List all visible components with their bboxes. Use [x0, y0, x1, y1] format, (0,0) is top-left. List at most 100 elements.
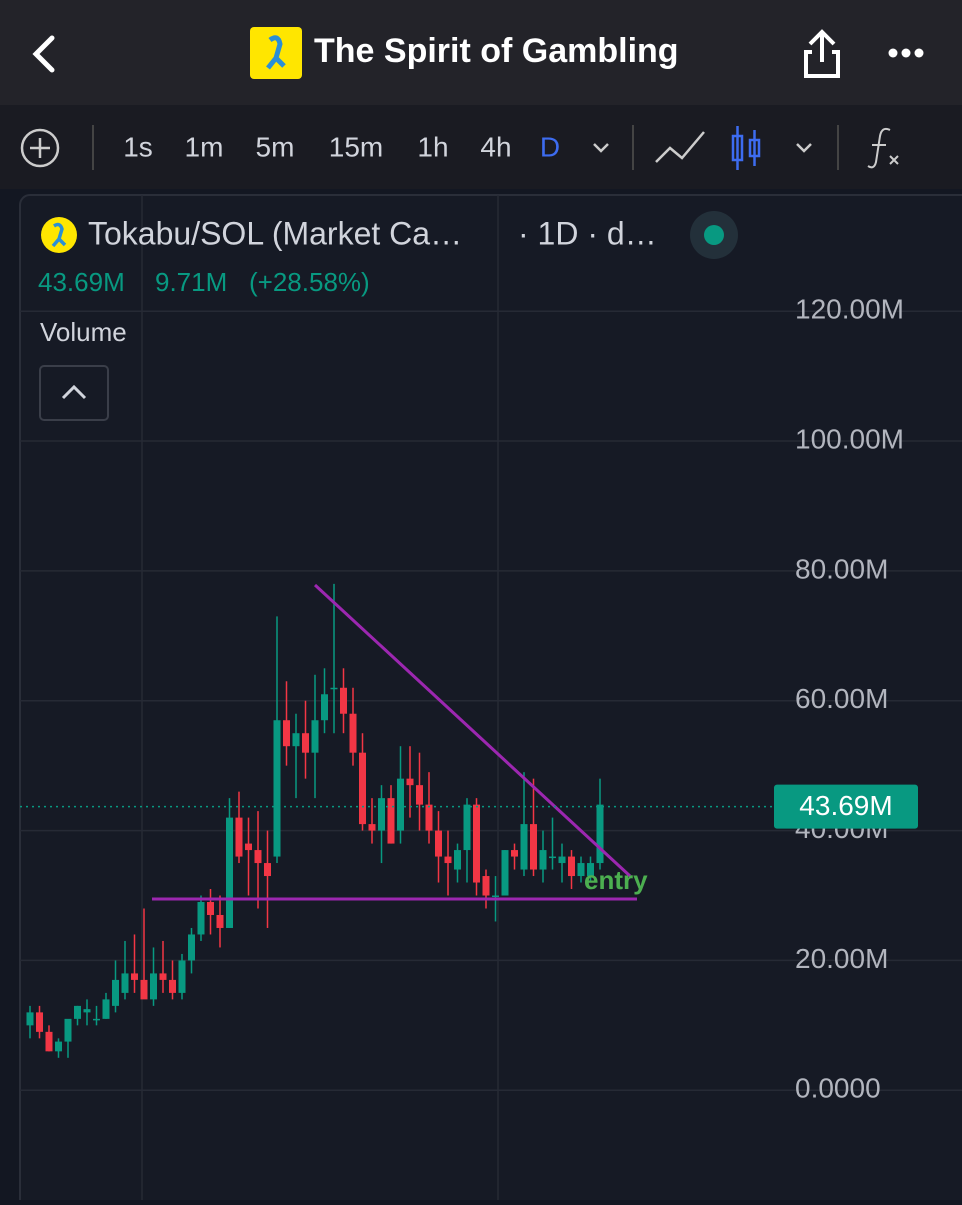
candle-body: [558, 856, 566, 864]
volume-label: Volume: [40, 317, 127, 347]
interval-button[interactable]: 1s: [123, 131, 153, 162]
candle-body: [378, 798, 385, 831]
candle-body: [520, 824, 528, 870]
logo-figure: [266, 35, 286, 70]
candle-body: [254, 850, 262, 864]
candle-body: [359, 752, 366, 825]
interval-button[interactable]: D: [540, 131, 560, 162]
y-tick-label: 80.00M: [795, 553, 888, 584]
candle-body: [226, 817, 233, 928]
y-tick-label: 60.00M: [795, 683, 888, 714]
candle-body: [454, 850, 461, 870]
candle-body: [416, 785, 423, 805]
candle-body: [93, 1018, 100, 1021]
candle-body: [245, 843, 252, 851]
candle-body: [131, 973, 138, 980]
indicators-button[interactable]: [867, 127, 899, 169]
interval-button[interactable]: 1m: [185, 131, 224, 162]
add-icon: [30, 138, 50, 158]
candle-body: [387, 798, 395, 844]
y-tick-label: 0.0000: [795, 1073, 881, 1104]
app-title: The Spirit of Gambling: [314, 32, 679, 70]
candle-body: [349, 713, 357, 753]
trend-line: [313, 583, 632, 878]
top-bar: [0, 0, 962, 105]
price-label: 43.69M: [799, 790, 892, 821]
change-percent: (+28.58%): [249, 267, 370, 297]
candle-body: [368, 824, 376, 831]
candle-body: [463, 804, 471, 851]
candle-body: [330, 687, 338, 690]
candle-body: [150, 973, 157, 1000]
interval-button[interactable]: 4h: [480, 131, 511, 162]
y-tick-label: 120.00M: [795, 294, 904, 325]
price-marker: 43.69M: [20, 784, 918, 829]
chart-type-dropdown[interactable]: [796, 143, 812, 153]
interval-button[interactable]: 5m: [256, 131, 295, 162]
candle-body: [112, 979, 119, 1006]
change-value: 9.71M: [155, 267, 227, 297]
interval-button[interactable]: 15m: [329, 131, 383, 162]
candle-body: [55, 1041, 62, 1052]
candle-body: [568, 856, 575, 877]
line-chart-button[interactable]: [655, 131, 705, 163]
y-tick-label: 20.00M: [795, 943, 888, 974]
candle-body: [140, 979, 148, 1000]
candle-body: [64, 1018, 72, 1042]
candle-body: [340, 687, 347, 714]
candle-body: [435, 830, 442, 857]
candle-body: [549, 856, 556, 859]
collapse-button[interactable]: [39, 365, 109, 421]
candle-body: [511, 850, 518, 857]
share-button[interactable]: [804, 29, 840, 78]
candle-body: [169, 979, 176, 993]
candle-body: [473, 804, 480, 883]
candle-body: [321, 694, 328, 721]
candle-body: [45, 1031, 53, 1052]
annotation: entry: [584, 865, 648, 895]
candle-body: [596, 804, 604, 864]
last-value: 43.69M: [38, 267, 125, 297]
candle-body: [159, 973, 167, 980]
candle-body: [283, 720, 290, 747]
status-dot: [704, 225, 724, 245]
candle-body: [207, 902, 214, 915]
back-button[interactable]: [32, 35, 55, 73]
candle-body: [188, 934, 195, 961]
candle-body: [102, 999, 110, 1019]
price-label-box: [774, 784, 918, 829]
interval-dropdown[interactable]: [593, 143, 609, 153]
candle-body: [36, 1012, 43, 1032]
candle-body: [406, 778, 414, 786]
candle-body: [492, 895, 499, 898]
candle-body: [83, 1009, 91, 1013]
candle-body: [273, 720, 281, 857]
candle-body: [235, 817, 243, 857]
candle-body: [216, 914, 224, 928]
symbol-logo-figure: [51, 222, 67, 248]
interval-button[interactable]: 1h: [417, 131, 448, 162]
interval-group: 1s 1m 5m 15m 1h 4h D: [123, 131, 560, 162]
candle-body: [482, 876, 490, 896]
candle-body: [302, 733, 309, 753]
candle-body: [264, 863, 271, 877]
candle-body: [74, 1005, 81, 1019]
candle-body: [397, 778, 404, 831]
symbol-name: Tokabu/SOL (Market Ca…: [88, 215, 462, 251]
candle-chart-button[interactable]: [731, 126, 761, 170]
candle-body: [577, 863, 585, 877]
y-tick-label: 100.00M: [795, 423, 904, 454]
candle-body: [26, 1012, 34, 1026]
collapse-icon: [61, 384, 87, 400]
candle-body: [539, 850, 547, 870]
candle-body: [178, 960, 186, 993]
more-button[interactable]: [888, 48, 924, 58]
symbol-interval: · 1D · d…: [518, 215, 657, 251]
candle-body: [197, 902, 205, 935]
add-button[interactable]: [20, 128, 60, 168]
candles: [26, 583, 604, 1058]
candle-body: [311, 720, 319, 753]
candle-body: [292, 733, 300, 747]
